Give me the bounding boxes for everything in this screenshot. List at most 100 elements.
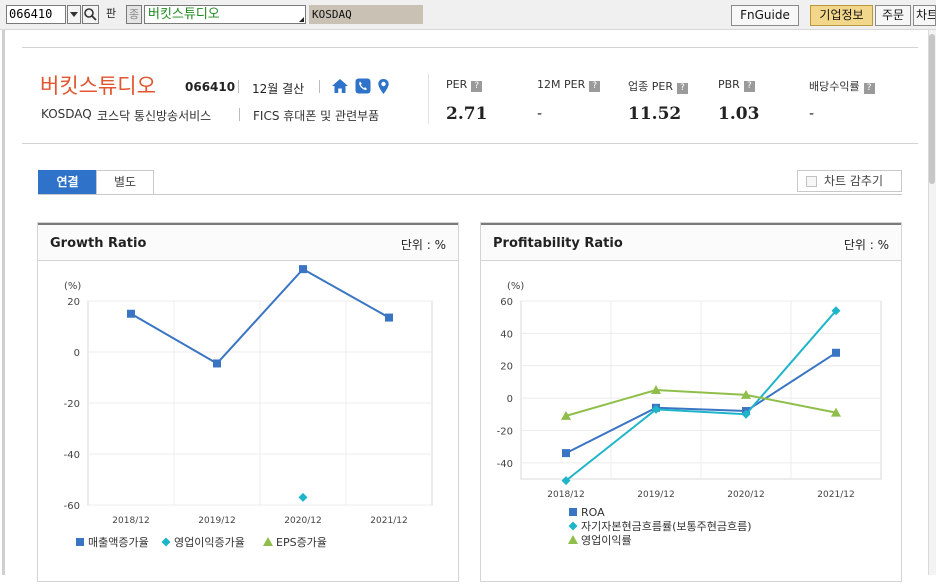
- y-tick-label: 20: [67, 297, 80, 308]
- profitability-ratio-title: Profitability Ratio: [493, 236, 623, 251]
- legend-item: ROA: [569, 506, 605, 519]
- legend-item: 영업이익률: [568, 534, 632, 547]
- name-prefix-button[interactable]: 종: [126, 5, 142, 24]
- data-point: [831, 407, 841, 417]
- order-button[interactable]: 주문: [875, 5, 911, 26]
- data-point: [651, 385, 661, 394]
- x-tick-label: 2018/12: [547, 490, 584, 500]
- data-point: [561, 410, 571, 420]
- separator: [239, 108, 240, 121]
- legend-marker: [161, 537, 171, 547]
- metric-dividend-label: 배당수익률?: [809, 78, 875, 94]
- phone-icon[interactable]: [355, 78, 371, 94]
- hide-chart-checkbox[interactable]: [806, 176, 817, 187]
- legend-label: 영업이익률: [581, 534, 632, 547]
- home-icon[interactable]: [331, 78, 349, 94]
- dropdown-button[interactable]: [67, 5, 81, 24]
- y-tick-label: -40: [64, 450, 80, 461]
- profitability-ratio-chart: 60 40 20 0 -20 -40 (%) 2018/12 2019/12 2020/12 202…: [497, 281, 882, 547]
- divider-top: [22, 47, 918, 48]
- location-icon[interactable]: [377, 78, 390, 95]
- help-icon[interactable]: ?: [589, 81, 601, 92]
- legend-item: 영업이익증가율: [161, 536, 245, 549]
- data-point: [561, 476, 571, 486]
- metric-pbr-value: 1.03: [718, 104, 760, 124]
- legend-label: ROA: [581, 506, 605, 519]
- legend-label: 영업이익증가율: [174, 536, 245, 549]
- data-point: [832, 348, 840, 357]
- legend-marker: [76, 538, 84, 546]
- metric-per-value: 2.71: [446, 104, 488, 124]
- chevron-down-icon: [70, 12, 78, 17]
- metric-per-label: PER?: [446, 78, 483, 92]
- tab-separate[interactable]: 별도: [96, 170, 154, 195]
- tab-consolidated[interactable]: 연결: [38, 170, 97, 195]
- series-line: [565, 388, 837, 417]
- search-button[interactable]: [82, 5, 99, 24]
- x-tick-label: 2020/12: [284, 516, 321, 526]
- top-toolbar: 066410 판 종 버킷스튜디오 KOSDAQ FnGuide 기업정보 주문…: [0, 0, 936, 30]
- growth-ratio-header: Growth Ratio 단위 : %: [38, 223, 458, 261]
- y-axis-label: (%): [64, 281, 81, 292]
- help-icon[interactable]: ?: [471, 81, 483, 92]
- help-icon[interactable]: ?: [743, 81, 755, 92]
- stock-code-input[interactable]: 066410: [6, 5, 66, 24]
- x-tick-label: 2019/12: [637, 490, 674, 500]
- y-tick-label: -60: [64, 501, 80, 512]
- metric-dividend-value: -: [809, 106, 815, 122]
- data-point: [831, 306, 841, 316]
- help-icon[interactable]: ?: [676, 83, 688, 94]
- y-tick-label: 60: [500, 297, 513, 308]
- legend-item: EPS증가율: [263, 536, 327, 549]
- metric-12m-per-label: 12M PER?: [537, 78, 601, 92]
- metric-12m-per-value: -: [537, 106, 543, 122]
- fics-sector: FICS 휴대폰 및 관련부품: [253, 109, 380, 123]
- data-point: [385, 313, 393, 322]
- scrollbar-thumb[interactable]: [929, 34, 935, 184]
- vertical-scrollbar[interactable]: [928, 30, 936, 575]
- x-tick-label: 2018/12: [112, 516, 149, 526]
- y-tick-label: -40: [497, 459, 513, 470]
- y-tick-label: 20: [500, 362, 513, 373]
- fnguide-button[interactable]: FnGuide: [731, 5, 799, 26]
- hide-chart-toggle[interactable]: 차트 감추기: [797, 170, 902, 192]
- legend-item: 자기자본현금흐름률(보통주현금흐름): [568, 520, 752, 533]
- stock-name-text: 버킷스튜디오: [148, 7, 220, 22]
- legend-marker: [569, 508, 577, 516]
- legend-marker: [568, 535, 578, 544]
- legend-label: 자기자본현금흐름률(보통주현금흐름): [581, 520, 752, 533]
- legend-label: 매출액증가율: [88, 536, 149, 549]
- hide-chart-label: 차트 감추기: [824, 174, 884, 188]
- data-point: [562, 449, 570, 458]
- company-info-button[interactable]: 기업정보: [810, 5, 873, 26]
- ticker-code: 066410: [185, 80, 236, 94]
- legend-item: 매출액증가율: [76, 536, 149, 549]
- chart-button[interactable]: 차트: [913, 5, 936, 26]
- stock-name-input[interactable]: 버킷스튜디오: [144, 5, 306, 24]
- y-tick-label: -20: [497, 426, 513, 437]
- y-tick-label: 40: [500, 329, 513, 340]
- settlement-month: 12월 결산: [252, 82, 305, 96]
- metric-sector-per-value: 11.52: [628, 104, 682, 124]
- series-line: [565, 351, 837, 455]
- code-mode-button[interactable]: 판: [105, 7, 117, 20]
- series-line: [565, 310, 837, 482]
- growth-ratio-title: Growth Ratio: [50, 236, 147, 251]
- tab-underline: [38, 194, 902, 195]
- company-name: 버킷스튜디오: [40, 74, 156, 98]
- profitability-ratio-panel: Profitability Ratio 단위 : % 60 40 20 0 -20 -40…: [480, 222, 902, 582]
- y-tick-label: 0: [74, 348, 80, 359]
- search-icon: [84, 8, 97, 21]
- help-icon[interactable]: ?: [863, 83, 875, 94]
- profitability-ratio-header: Profitability Ratio 단위 : %: [481, 223, 901, 261]
- y-axis-label: (%): [507, 281, 524, 292]
- data-point: [127, 309, 135, 318]
- profitability-ratio-unit: 단위 : %: [843, 238, 889, 252]
- resize-corner-icon: [299, 17, 304, 22]
- series-line: [130, 267, 390, 365]
- separator: [428, 74, 429, 124]
- series-2: [561, 306, 841, 486]
- x-tick-label: 2021/12: [817, 490, 854, 500]
- x-tick-label: 2020/12: [727, 490, 764, 500]
- series-2: [298, 492, 308, 502]
